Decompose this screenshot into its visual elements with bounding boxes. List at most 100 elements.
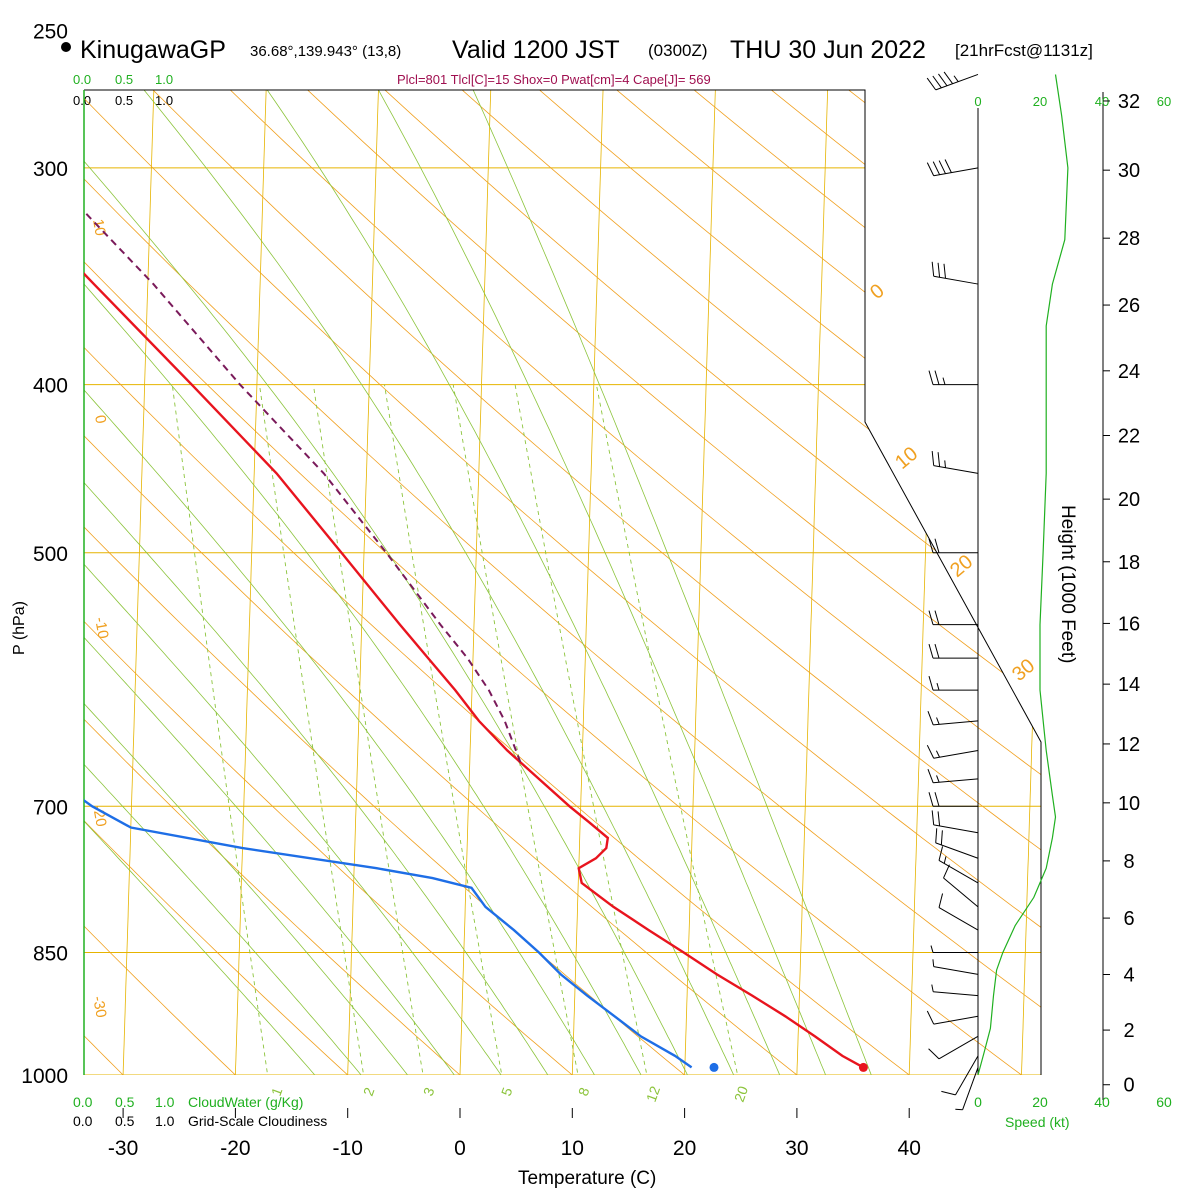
moist-adiabat-line (445, 90, 886, 1075)
dry-adiabat-label: -20 (89, 804, 110, 828)
valid-date: THU 30 Jun 2022 (730, 36, 926, 64)
speed-profile-line (977, 74, 1069, 1076)
dry-adiabat-line (84, 90, 161, 1075)
wind-barb-flag (931, 810, 935, 825)
wind-barb-icon (926, 71, 979, 91)
speed-label: Speed (kt) (1005, 1114, 1070, 1130)
surface-temperature-point (858, 1062, 868, 1072)
wind-barb-flag (934, 370, 940, 385)
height-tick-label: 28 (1118, 228, 1140, 250)
wind-barb-icon (931, 810, 979, 834)
cw-bottom-tick: 0.5 (115, 1094, 135, 1110)
wind-barb-flag (940, 830, 943, 845)
moist-adiabat-line (84, 90, 707, 1075)
wind-barb-half-flag (936, 717, 940, 725)
wind-barb-flag (937, 262, 941, 278)
speed-scale-bottom-tick: 60 (1156, 1094, 1172, 1110)
height-tick-label: 30 (1118, 160, 1140, 182)
height-tick-label: 26 (1118, 295, 1140, 317)
mixing-ratio-label: 20 (731, 1084, 751, 1104)
wind-barb-shaft (955, 1055, 979, 1096)
wind-barb-flag (926, 744, 935, 759)
station-name: KinugawaGP (80, 36, 226, 64)
moist-adiabat-label: 0 (866, 280, 889, 304)
wind-barb-icon (943, 864, 979, 908)
wind-barb-flag (938, 73, 948, 87)
wind-barb-flag (938, 160, 946, 174)
moist-adiabat-label: 10 (891, 443, 922, 474)
wind-barb-shaft (938, 860, 979, 884)
wind-barb-flag (943, 71, 954, 84)
wind-barb-flag (926, 162, 935, 176)
pressure-ticks: 250 300 400 500 700 850 1000 (21, 21, 68, 1088)
background-lines (84, 90, 1041, 1075)
wind-barb-shaft (933, 778, 979, 784)
isotherm-line (683, 90, 719, 1075)
height-tick-label: 14 (1118, 674, 1140, 696)
speed-scale-bottom-tick: 40 (1094, 1094, 1110, 1110)
wind-barb-shaft (933, 824, 979, 834)
dry-adiabat-line (511, 90, 1041, 1075)
dry-adiabat-line (84, 90, 844, 1075)
height-tick-label: 22 (1118, 425, 1140, 447)
wind-barb-shaft (933, 749, 979, 759)
wind-barb-icon (928, 1035, 979, 1060)
isotherm-line (458, 90, 494, 1075)
wind-barb-flag (938, 846, 944, 861)
temperature-tick-label: 30 (785, 1137, 808, 1160)
wind-barb-flag (943, 263, 946, 279)
dry-adiabat-line (84, 90, 1041, 1075)
wind-barb-icon (931, 984, 979, 997)
wind-barb-flag (926, 1010, 935, 1025)
height-tick-label: 18 (1118, 552, 1140, 574)
mixing-ratio-label: 5 (498, 1085, 516, 1098)
wind-barb-icon (941, 1055, 979, 1096)
wind-barb-icon (931, 261, 979, 285)
wind-barb-half-flag (955, 1108, 963, 1111)
temperature-ticks: -30 -20 -10 0 10 20 30 40 (108, 1108, 921, 1160)
wind-barb-icon (928, 538, 978, 554)
height-tick-label: 6 (1123, 908, 1134, 930)
x-axis-label: Temperature (C) (518, 1168, 656, 1189)
moist-adiabat-label: 30 (1008, 655, 1039, 686)
wind-barb-half-flag (930, 945, 934, 953)
wind-barb-flag (943, 864, 950, 879)
moist-adiabat-line (94, 90, 752, 1075)
surface-dewpoint-point (709, 1062, 719, 1072)
dry-adiabat-line (84, 90, 1041, 1075)
height-axis-label: Height (1000 Feet) (1057, 505, 1078, 663)
pressure-tick-label: 250 (33, 21, 68, 44)
stability-indices: Plcl=801 Tlcl[C]=15 Shox=0 Pwat[cm]=4 Ca… (397, 72, 711, 87)
wind-barb-half-flag (942, 377, 946, 385)
dry-adiabat-line (586, 90, 1041, 1075)
station-marker-icon (61, 42, 71, 52)
speed-scale-top-tick: 0 (974, 94, 981, 109)
isotherm-line (795, 90, 831, 1075)
station-coords: 36.68°,139.943° (13,8) (250, 43, 401, 60)
dry-adiabat-line (138, 90, 1041, 1075)
wind-barb-half-flag (932, 959, 935, 967)
temperature-line (84, 90, 864, 1069)
wind-barb-half-flag (943, 856, 947, 864)
dry-adiabat-line (84, 90, 958, 1075)
wind-barb-flag (928, 676, 934, 691)
wind-barb-shaft (933, 465, 979, 474)
wind-barb-flag (932, 161, 941, 175)
cl-bottom-tick: 1.0 (155, 1113, 175, 1129)
height-tick-label: 32 (1118, 91, 1140, 113)
mixing-ratio-line (384, 384, 509, 1075)
cl-top-tick: 0.0 (73, 93, 91, 108)
wind-barb-icon (932, 959, 979, 975)
moist-adiabat-line (84, 90, 662, 1075)
wind-barb-shaft (933, 275, 979, 285)
temperature-tick-label: 20 (673, 1137, 696, 1160)
wind-barb-shaft (933, 991, 979, 997)
valid-time: Valid 1200 JST (452, 36, 620, 64)
dry-adiabat-line (84, 90, 1041, 1075)
moist-adiabat-line (84, 90, 482, 1075)
wind-barb-icon (931, 451, 979, 474)
speed-scale-bottom: 0 20 40 60 (974, 1094, 1172, 1110)
temperature-tick-label: -30 (108, 1137, 138, 1160)
